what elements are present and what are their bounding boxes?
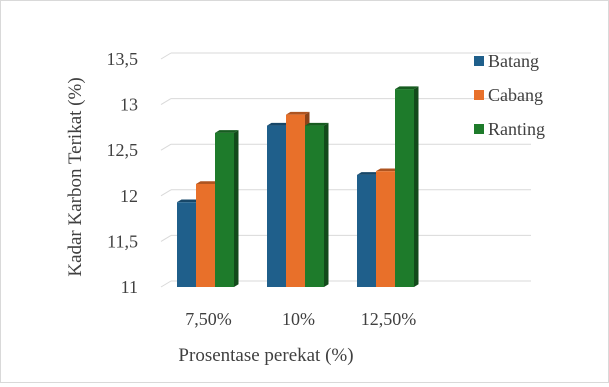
y-tick-label: 11,5	[107, 231, 138, 251]
x-axis-ticks: 7,50% 10% 12,50%	[185, 309, 416, 329]
gridline-depth	[160, 189, 172, 197]
y-axis-ticks: 11 11,5 12 12,5 13 13,5	[107, 49, 139, 297]
bar-front-face	[376, 171, 395, 287]
x-tick-label: 12,50%	[361, 309, 417, 329]
y-tick-label: 12,5	[107, 140, 139, 160]
bar-ranting-3	[395, 86, 419, 288]
bar-front-face	[395, 89, 414, 287]
bar-top-face	[267, 122, 291, 126]
bar-ranting-2	[305, 122, 329, 288]
legend-swatch	[474, 56, 484, 66]
bar-front-face	[177, 202, 196, 287]
bar-front-face	[215, 132, 234, 287]
bar-side-face	[414, 86, 419, 288]
gridline-depth	[160, 98, 172, 106]
x-tick-label: 7,50%	[185, 309, 232, 329]
bar-top-face	[395, 86, 419, 90]
legend-item-ranting: Ranting	[474, 119, 545, 139]
gridline-depth	[160, 280, 172, 288]
legend-swatch	[474, 90, 484, 100]
y-tick-label: 11	[121, 277, 138, 297]
gridline-depth	[160, 234, 172, 242]
y-tick-label: 12	[120, 186, 138, 206]
x-tick-label: 10%	[282, 309, 315, 329]
gridline-depth	[160, 143, 172, 151]
legend-label: Ranting	[488, 119, 545, 139]
bars	[177, 86, 419, 288]
bar-side-face	[324, 122, 329, 287]
bar-front-face	[286, 114, 305, 288]
legend-label: Batang	[488, 51, 539, 71]
bar-side-face	[234, 130, 239, 287]
bar-front-face	[357, 174, 376, 287]
bar-front-face	[196, 183, 215, 287]
x-axis-label: Prosentase perekat (%)	[178, 345, 353, 366]
bar-top-face	[196, 181, 220, 184]
bar-top-face	[305, 122, 329, 126]
bar-top-face	[215, 130, 239, 133]
gridline-depth	[160, 52, 172, 60]
legend: Batang Cabang Ranting	[474, 51, 545, 139]
bar-top-face	[357, 172, 381, 175]
y-axis-label: Kadar Karbon Terikat (%)	[65, 77, 86, 276]
bar-front-face	[267, 125, 286, 288]
legend-item-cabang: Cabang	[474, 85, 543, 105]
bar-top-face	[286, 111, 310, 115]
legend-label: Cabang	[488, 85, 543, 105]
bar-top-face	[376, 168, 400, 172]
bar-front-face	[305, 125, 324, 288]
legend-swatch	[474, 124, 484, 134]
bar-top-face	[177, 199, 201, 203]
y-tick-label: 13	[120, 95, 138, 115]
y-tick-label: 13,5	[107, 49, 139, 69]
bar-ranting-1	[215, 130, 239, 287]
legend-item-batang: Batang	[474, 51, 539, 71]
